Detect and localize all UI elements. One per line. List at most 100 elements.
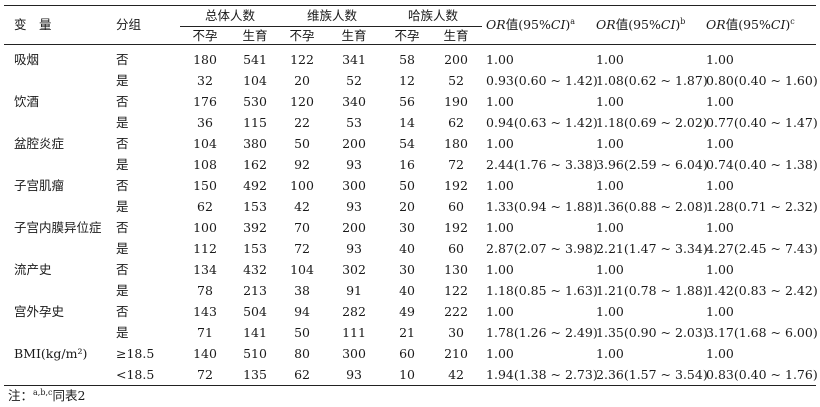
cell-kazakh-fertile: 30 — [448, 325, 464, 340]
col-header-total-fertile: 生育 — [230, 26, 281, 45]
cell-total-infertile: 32 — [197, 73, 213, 88]
cell-group: 否 — [116, 52, 129, 67]
cell-kazakh-fertile: 62 — [448, 115, 464, 130]
cell-kazakh-infertile: 60 — [399, 346, 415, 361]
cell-kazakh-fertile: 60 — [448, 241, 464, 256]
cell-total-infertile: 71 — [197, 325, 213, 340]
cell-or-b: 1.00 — [596, 262, 624, 277]
col-header-kazakh: 哈族人数 — [384, 5, 483, 27]
cell-uyghur-infertile: 62 — [294, 367, 310, 382]
table-row: 盆腔炎症 否 104 380 50 200 54 180 1.00 1.00 1.00 — [4, 133, 816, 154]
cell-variable: 子宫内膜异位症 — [14, 220, 102, 235]
col-header-uyghur-infertile: 不孕 — [280, 26, 325, 45]
cell-or-b: 1.00 — [596, 220, 624, 235]
cell-kazakh-infertile: 30 — [399, 262, 415, 277]
cell-or-a: 1.00 — [486, 346, 514, 361]
results-table: 变 量 分组 总体人数 维族人数 哈族人数 OR值(95%CI)a OR值(95… — [4, 5, 818, 386]
cell-kazakh-infertile: 50 — [399, 178, 415, 193]
table-row: 子宫内膜异位症否 100 392 70 200 30 192 1.00 1.00 1.00 — [4, 217, 816, 238]
cell-total-infertile: 62 — [197, 199, 213, 214]
cell-group: 否 — [116, 304, 129, 319]
cell-variable: 饮酒 — [14, 94, 40, 109]
cell-variable — [4, 112, 116, 133]
cell-total-fertile: 392 — [243, 220, 267, 235]
cell-uyghur-infertile: 100 — [290, 178, 314, 193]
cell-uyghur-infertile: 120 — [290, 94, 314, 109]
cell-variable — [4, 364, 116, 386]
cell-variable — [4, 322, 116, 343]
cell-uyghur-infertile: 122 — [290, 52, 314, 67]
cell-variable: BMI(kg/m²) — [14, 346, 88, 361]
cell-or-b: 1.00 — [596, 136, 624, 151]
note-superscript: a,b,c — [33, 387, 53, 397]
cell-uyghur-infertile: 70 — [294, 220, 310, 235]
col-header-uyghur: 维族人数 — [280, 5, 385, 27]
table-row: 是 62 153 42 93 20 60 1.33(0.94 ~ 1.88) 1.36(0.88… — [4, 196, 818, 217]
cell-uyghur-infertile: 42 — [294, 199, 310, 214]
cell-or-b: 1.18(0.69 ~ 2.02) — [596, 115, 708, 130]
col-header-uyghur-fertile: 生育 — [324, 26, 385, 45]
cell-uyghur-infertile: 38 — [294, 283, 310, 298]
cell-kazakh-fertile: 190 — [444, 94, 468, 109]
cell-uyghur-fertile: 282 — [342, 304, 366, 319]
cell-variable: 子宫肌瘤 — [14, 178, 65, 193]
cell-variable: 吸烟 — [14, 52, 40, 67]
cell-kazakh-fertile: 222 — [444, 304, 468, 319]
table-row: 子宫肌瘤 否 150 492 100 300 50 192 1.00 1.00 1.00 — [4, 175, 816, 196]
cell-total-infertile: 100 — [193, 220, 217, 235]
cell-uyghur-fertile: 300 — [342, 346, 366, 361]
cell-or-a: 1.33(0.94 ~ 1.88) — [486, 199, 598, 214]
cell-variable — [4, 196, 116, 217]
cell-or-c: 1.28(0.71 ~ 2.32) — [706, 199, 818, 214]
cell-group: 否 — [116, 178, 129, 193]
cell-total-fertile: 492 — [243, 178, 267, 193]
cell-kazakh-fertile: 42 — [448, 367, 464, 382]
cell-total-infertile: 134 — [193, 262, 217, 277]
cell-or-b: 2.36(1.57 ~ 3.54) — [596, 367, 708, 382]
cell-uyghur-fertile: 302 — [342, 262, 366, 277]
cell-or-c: 0.74(0.40 ~ 1.38) — [706, 157, 818, 172]
cell-total-infertile: 36 — [197, 115, 213, 130]
cell-kazakh-infertile: 30 — [399, 220, 415, 235]
cell-variable — [4, 70, 116, 91]
cell-total-fertile: 162 — [243, 157, 267, 172]
cell-uyghur-infertile: 94 — [294, 304, 310, 319]
cell-or-c: 1.00 — [706, 220, 734, 235]
cell-group: 否 — [116, 262, 129, 277]
cell-total-infertile: 150 — [193, 178, 217, 193]
cell-uyghur-fertile: 341 — [342, 52, 366, 67]
cell-or-a: 1.18(0.85 ~ 1.63) — [486, 283, 598, 298]
cell-or-b: 1.35(0.90 ~ 2.03) — [596, 325, 708, 340]
cell-total-fertile: 141 — [243, 325, 267, 340]
cell-uyghur-infertile: 104 — [290, 262, 314, 277]
cell-variable — [4, 154, 116, 175]
col-header-or-c: OR值(95%CI)c — [702, 5, 817, 45]
cell-or-a: 2.87(2.07 ~ 3.98) — [486, 241, 598, 256]
cell-group: 是 — [116, 115, 129, 130]
table-row: 是 108 162 92 93 16 72 2.44(1.76 ~ 3.38) 3.96(2.5… — [4, 154, 818, 175]
cell-or-a: 1.00 — [486, 304, 514, 319]
col-header-total: 总体人数 — [180, 5, 281, 27]
cell-or-b: 1.36(0.88 ~ 2.08) — [596, 199, 708, 214]
cell-or-c: 1.00 — [706, 262, 734, 277]
cell-or-c: 1.00 — [706, 136, 734, 151]
cell-or-b: 1.00 — [596, 346, 624, 361]
cell-kazakh-infertile: 14 — [399, 115, 415, 130]
cell-uyghur-fertile: 340 — [342, 94, 366, 109]
cell-total-fertile: 135 — [243, 367, 267, 382]
cell-uyghur-fertile: 93 — [346, 241, 362, 256]
cell-variable: 盆腔炎症 — [14, 136, 65, 151]
cell-group: 是 — [116, 157, 129, 172]
cell-or-b: 1.21(0.78 ~ 1.88) — [596, 283, 708, 298]
cell-kazakh-infertile: 54 — [399, 136, 415, 151]
table-row: 流产史 否 134 432 104 302 30 130 1.00 1.00 1.00 — [4, 259, 816, 280]
cell-total-fertile: 213 — [243, 283, 267, 298]
cell-or-c: 1.00 — [706, 346, 734, 361]
table-row: BMI(kg/m²) ≥18.5 140 510 80 300 60 210 1.00 1.00 1… — [4, 343, 816, 364]
cell-uyghur-fertile: 200 — [342, 220, 366, 235]
cell-total-fertile: 530 — [243, 94, 267, 109]
cell-total-infertile: 112 — [193, 241, 217, 256]
cell-or-a: 1.00 — [486, 262, 514, 277]
cell-kazakh-infertile: 12 — [399, 73, 415, 88]
cell-or-c: 1.00 — [706, 94, 734, 109]
